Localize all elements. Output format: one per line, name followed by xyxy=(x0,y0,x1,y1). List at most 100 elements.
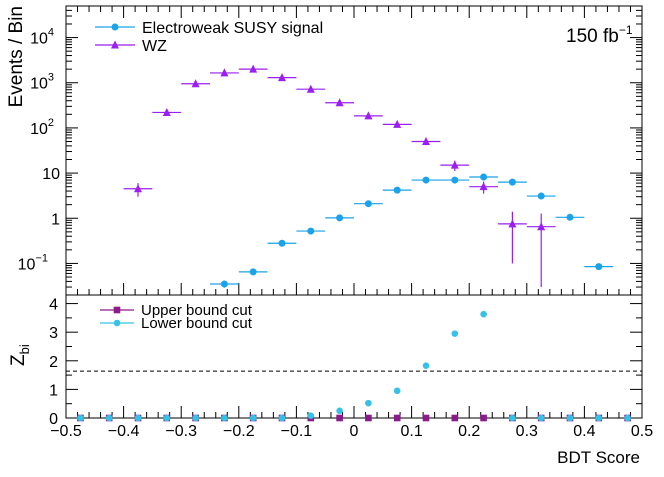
top-y-tick-label: 1 xyxy=(51,211,60,228)
data-point xyxy=(537,192,545,200)
bottom-y-tick-label: 0 xyxy=(49,411,58,428)
data-point xyxy=(595,414,603,422)
top-y-tick-base: 10 xyxy=(18,256,36,273)
x-tick-label: 0.1 xyxy=(400,423,422,440)
data-point xyxy=(422,362,430,369)
data-point xyxy=(163,414,171,422)
top-y-tick-base: 10 xyxy=(30,76,48,93)
legend-marker xyxy=(113,319,121,327)
x-tick-label: −0.4 xyxy=(108,423,140,440)
x-tick-label: 0 xyxy=(350,423,359,440)
top-y-tick-base: 10 xyxy=(42,166,60,183)
data-point xyxy=(365,414,372,422)
legend-label: Lower bound cut xyxy=(141,315,253,332)
x-tick-label: 0.5 xyxy=(631,423,653,440)
luminosity-exponent: −1 xyxy=(619,23,633,37)
top-y-tick-base: 10 xyxy=(30,31,48,48)
bottom-y-axis-label: Zbi xyxy=(8,344,32,366)
x-axis-label: BDT Score xyxy=(557,448,640,467)
top-y-tick-label: 104 xyxy=(30,27,54,48)
x-tick-label: −0.5 xyxy=(50,423,82,440)
legend-label: Upper bound cut xyxy=(141,302,253,319)
top-y-tick-label: 103 xyxy=(30,72,54,93)
data-point xyxy=(134,184,142,193)
data-point xyxy=(365,399,372,407)
top-y-tick-base: 1 xyxy=(51,211,60,228)
legend-label: WZ xyxy=(142,38,167,55)
data-point xyxy=(220,68,229,77)
data-point xyxy=(335,98,344,107)
data-point xyxy=(451,414,459,422)
data-point xyxy=(537,414,545,422)
data-point xyxy=(393,186,401,194)
top-y-tick-base: 10 xyxy=(30,121,48,138)
data-point xyxy=(422,176,430,184)
bottom-y-axis-label-main: Z xyxy=(8,354,29,366)
data-point xyxy=(422,414,430,422)
bottom-data-marks xyxy=(77,310,631,422)
x-tick-label: 0.4 xyxy=(573,423,595,440)
x-tick-label: 0.3 xyxy=(516,423,538,440)
data-point xyxy=(336,407,343,415)
legend-marker xyxy=(111,23,119,31)
data-point xyxy=(480,414,487,422)
top-y-tick-label: 10 xyxy=(42,166,60,183)
x-tick-label: −0.1 xyxy=(281,423,313,440)
data-point xyxy=(480,173,488,181)
data-point xyxy=(422,137,430,146)
data-point xyxy=(336,214,344,222)
luminosity-label: 150 fb−1 xyxy=(566,23,633,47)
data-point xyxy=(249,414,257,422)
legend-marker xyxy=(113,306,121,314)
data-point xyxy=(278,239,286,247)
top-y-tick-label: 10−1 xyxy=(18,252,48,273)
top-y-tick-exponent: −1 xyxy=(35,252,48,264)
series-lower-bound xyxy=(77,310,631,422)
data-point xyxy=(220,280,228,288)
bottom-y-tick-label: 2 xyxy=(49,354,58,371)
data-point xyxy=(249,268,257,276)
x-tick-label: −0.2 xyxy=(223,423,255,440)
bottom-y-tick-label: 3 xyxy=(49,325,58,342)
x-tick-label: 0.2 xyxy=(458,423,480,440)
data-point xyxy=(508,178,516,186)
data-point xyxy=(307,227,315,235)
data-point xyxy=(191,79,200,88)
data-point xyxy=(508,219,517,228)
data-point xyxy=(364,111,373,120)
data-point xyxy=(307,412,315,420)
top-data-marks xyxy=(123,64,614,288)
data-point xyxy=(336,414,343,422)
data-point xyxy=(595,263,603,271)
bottom-y-tick-label: 1 xyxy=(49,382,58,399)
data-point xyxy=(537,222,546,231)
data-point xyxy=(105,414,113,422)
bottom-y-axis: 0 1 2 3 4 xyxy=(49,297,642,428)
data-point xyxy=(364,200,372,208)
data-point xyxy=(393,119,402,128)
x-tick-label: −0.3 xyxy=(165,423,197,440)
luminosity-value: 150 fb xyxy=(566,26,619,47)
top-y-tick-exponent: 2 xyxy=(48,117,54,129)
data-point xyxy=(192,414,199,422)
data-point xyxy=(134,414,142,422)
data-point xyxy=(509,414,516,422)
data-point xyxy=(566,414,574,422)
data-point xyxy=(278,73,286,82)
data-point xyxy=(393,387,401,395)
data-point xyxy=(249,64,258,73)
data-point xyxy=(566,213,574,221)
data-point xyxy=(451,330,459,337)
bottom-y-tick-label: 4 xyxy=(49,297,58,314)
data-point xyxy=(480,310,487,318)
top-y-tick-exponent: 4 xyxy=(48,27,54,39)
data-point xyxy=(451,176,459,184)
legend-label: Electroweak SUSY signal xyxy=(142,20,323,37)
data-point xyxy=(450,160,459,169)
data-point xyxy=(393,414,401,422)
data-point xyxy=(278,414,286,422)
